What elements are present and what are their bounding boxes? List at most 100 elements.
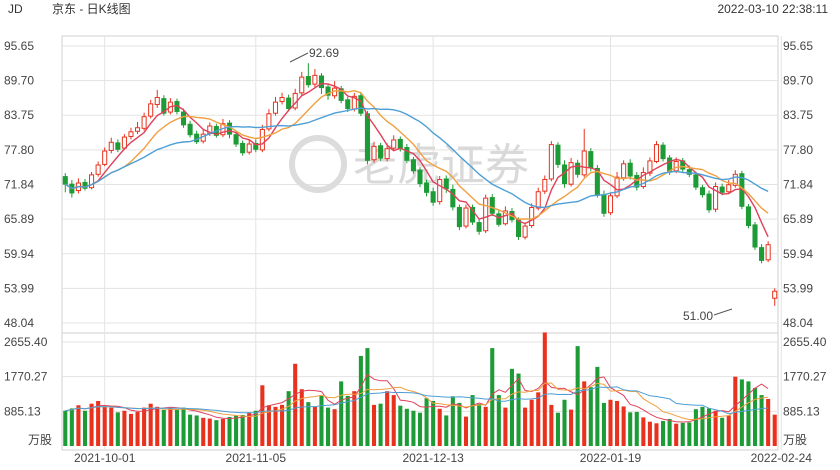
candle-body <box>417 169 423 185</box>
price-tick-left: 71.84 <box>4 178 34 192</box>
candle-body <box>470 206 476 223</box>
volume-bar <box>181 407 186 446</box>
plot-frame <box>61 35 779 451</box>
candle-body <box>555 144 561 165</box>
candle-body <box>378 145 384 159</box>
volume-bar <box>391 395 396 446</box>
volume-bar <box>700 406 705 446</box>
candle-body <box>430 191 436 203</box>
volume-bar <box>96 400 101 446</box>
high-label: 92.69 <box>309 46 339 60</box>
volume-bar <box>220 418 225 446</box>
datetime-label: 2022-03-10 22:38:11 <box>717 2 828 16</box>
volume-bar <box>536 392 541 446</box>
volume-bar <box>148 403 153 446</box>
price-tick-right: 59.94 <box>783 247 813 261</box>
volume-bar <box>293 363 298 446</box>
volume-bar <box>194 415 199 446</box>
volume-bar <box>312 406 317 446</box>
volume-bar <box>358 355 363 446</box>
candle-body <box>115 142 121 150</box>
candle-body <box>542 179 548 192</box>
candle-body <box>693 174 699 188</box>
volume-bar <box>69 408 74 446</box>
volume-bar <box>155 406 160 446</box>
candle-body <box>548 144 554 180</box>
volume-bar <box>477 404 482 446</box>
candle-body <box>135 127 141 132</box>
volume-bar <box>273 406 278 446</box>
candle-body <box>397 138 403 149</box>
volume-bar <box>713 410 718 446</box>
candle-body <box>305 76 311 86</box>
ma5-line <box>64 82 769 238</box>
volume-bar <box>109 407 114 446</box>
candle-body <box>476 222 482 232</box>
volume-bar <box>516 373 521 446</box>
volume-bar <box>450 396 455 446</box>
candle-body <box>621 163 627 179</box>
volume-bar <box>687 422 692 446</box>
volume-bar <box>82 410 88 446</box>
volume-bar <box>746 381 751 446</box>
ma10-line <box>64 89 769 220</box>
price-tick-left: 53.99 <box>4 281 34 295</box>
candle-body <box>161 98 167 114</box>
date-tick: 2021-11-05 <box>226 451 287 465</box>
volume-bar <box>542 332 547 446</box>
volume-bar <box>411 410 416 446</box>
volume-bar <box>378 403 383 446</box>
volume-bar <box>417 412 423 446</box>
candle-body <box>660 144 666 160</box>
volume-bar <box>766 399 771 446</box>
candle-body <box>706 193 712 211</box>
volume-bar <box>115 412 120 446</box>
date-tick: 2022-01-19 <box>580 451 642 465</box>
candle-body <box>141 116 147 129</box>
volume-bar <box>319 395 324 446</box>
volume-tick-left: 2655.40 <box>4 335 48 349</box>
candle-body <box>62 176 68 185</box>
volume-bar <box>142 407 147 446</box>
candle-body <box>364 113 370 161</box>
candle-body <box>529 206 535 226</box>
volume-bar <box>720 417 725 446</box>
volume-bar <box>168 408 173 446</box>
candle-body <box>312 74 318 85</box>
volume-bar <box>253 410 258 446</box>
volume-bar <box>188 414 193 446</box>
candle-body <box>456 206 462 228</box>
price-tick-right: 83.75 <box>783 108 813 122</box>
candle-body <box>391 139 397 149</box>
candle-body <box>279 96 285 103</box>
volume-bar <box>260 385 265 446</box>
volume-bar <box>457 402 462 446</box>
volume-bar <box>424 398 429 446</box>
volume-bar <box>122 410 127 446</box>
symbol-label: JD <box>8 2 23 16</box>
volume-bar <box>641 417 646 446</box>
volume-bar <box>326 407 331 446</box>
volume-bar <box>680 422 685 446</box>
volume-bar <box>201 417 206 446</box>
volume-bar <box>608 399 613 446</box>
price-tick-right: 71.84 <box>783 178 813 192</box>
candle-body <box>535 191 541 209</box>
volume-bar <box>595 366 600 446</box>
volume-bar <box>503 407 508 446</box>
volume-bar <box>431 400 436 446</box>
volume-bar <box>490 348 495 446</box>
candle-body <box>437 179 443 203</box>
candle-body <box>82 181 88 189</box>
candle-body <box>345 99 351 110</box>
candle-body <box>102 150 108 165</box>
candle-body <box>128 131 134 137</box>
candle-body <box>772 290 778 299</box>
volume-bar <box>569 409 574 446</box>
volume-bar <box>444 415 449 446</box>
volume-bar <box>345 395 350 446</box>
candle-body <box>371 145 377 161</box>
candle-body <box>246 143 252 153</box>
volume-bar <box>352 391 357 446</box>
